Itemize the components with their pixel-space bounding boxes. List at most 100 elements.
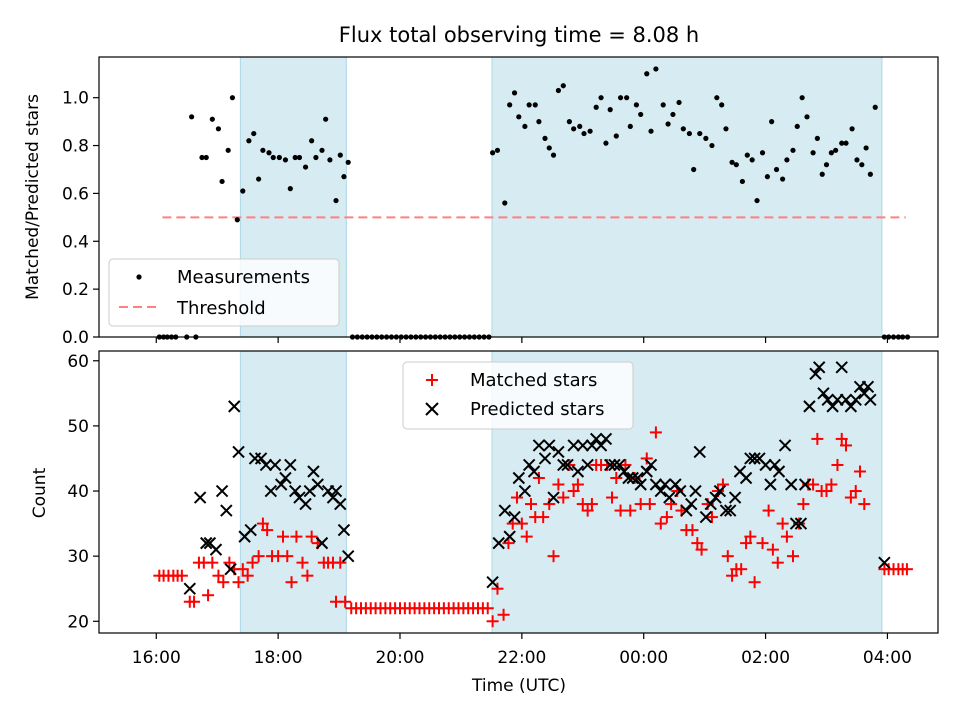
predicted-star-point: [527, 465, 541, 478]
predicted-star-point: [669, 478, 682, 491]
predicted-star-point: [878, 556, 891, 569]
measurement-point: [229, 95, 236, 101]
measurement-point: [282, 157, 289, 163]
predicted-star-point: [724, 504, 737, 517]
predicted-star-point: [798, 478, 812, 491]
predicted-star-point: [728, 491, 742, 504]
predicted-star-point: [768, 458, 781, 472]
matched-star-point: [202, 589, 215, 602]
predicted-star-point: [704, 497, 717, 511]
matched-star-point: [705, 511, 718, 524]
measurement-point: [511, 90, 518, 96]
y-tick-label: 0.2: [62, 280, 89, 300]
measurement-point: [790, 147, 796, 153]
y-tick-label: 40: [67, 482, 89, 502]
measurement-point: [739, 178, 746, 185]
predicted-star-point: [689, 484, 702, 498]
matched-star-point: [557, 491, 570, 504]
measurement-point: [759, 150, 766, 156]
matched-star-point: [520, 530, 533, 543]
top-legend: Measurements Threshold: [108, 258, 340, 327]
measurement-point: [697, 130, 703, 137]
measurement-point: [494, 147, 501, 153]
measurement-point: [302, 164, 309, 170]
predicted-star-point: [603, 458, 617, 472]
predicted-star-point: [631, 471, 644, 485]
predicted-star-point: [739, 471, 753, 485]
measurement-point: [203, 154, 209, 161]
matched-star-point: [175, 569, 188, 582]
x-axis-label: Time (UTC): [471, 676, 566, 696]
matched-star-point: [691, 537, 704, 550]
matched-star-point: [649, 426, 662, 439]
matched-star-point: [285, 576, 298, 589]
measurement-point: [246, 138, 252, 144]
predicted-star-point: [699, 510, 713, 524]
x-tick-label: 04:00: [863, 648, 912, 668]
top-panel: 0.0 0.2 0.4 0.6 0.8 1.0 Matched/Predicted sta…: [23, 56, 939, 348]
y-tick-label: 0.8: [62, 137, 89, 157]
top-shaded-intervals: [239, 57, 883, 337]
matched-star-point: [537, 511, 550, 524]
measurement-point: [686, 130, 693, 137]
predicted-star-point: [817, 387, 830, 400]
y-tick-label: 60: [67, 352, 89, 372]
measurement-point: [507, 102, 513, 108]
predicted-star-point: [784, 478, 798, 491]
matched-star-point: [217, 576, 230, 589]
measurement-point: [691, 166, 697, 173]
measurement-point: [749, 157, 755, 163]
matched-star-point: [797, 498, 810, 511]
measurement-point: [872, 104, 878, 110]
predicted-star-point: [576, 439, 589, 452]
predicted-star-point: [518, 484, 532, 498]
predicted-star-point: [654, 484, 667, 498]
predicted-star-point: [557, 458, 570, 472]
matched-star-point: [744, 530, 757, 543]
predicted-star-point: [200, 536, 213, 550]
top-legend-box: [108, 258, 340, 327]
measurement-point: [670, 111, 676, 118]
measurement-point: [536, 119, 542, 125]
matched-star-point: [252, 550, 265, 563]
matched-star-point: [296, 556, 309, 569]
predicted-star-point: [713, 484, 727, 498]
predicted-star-point: [589, 432, 603, 446]
matched-star-point: [188, 595, 201, 608]
measurement-point: [256, 176, 262, 182]
matched-star-point: [606, 491, 619, 504]
measurement-point: [780, 176, 786, 182]
measurement-point: [823, 162, 830, 168]
predicted-star-point: [772, 465, 786, 478]
bottom-legend: Matched stars Predicted stars: [402, 361, 634, 430]
predicted-star-point: [658, 478, 672, 491]
matched-star-point: [756, 537, 769, 550]
measurement-point: [773, 166, 780, 173]
predicted-star-point: [644, 458, 658, 472]
y-tick-label: 0.0: [62, 328, 89, 348]
measurement-point: [550, 152, 557, 158]
matched-star-point: [563, 458, 576, 471]
matched-star-point: [643, 498, 656, 511]
predicted-star-point: [209, 543, 223, 556]
measurement-point: [733, 162, 739, 168]
predicted-star-point: [224, 562, 237, 576]
predicted-star-point: [571, 465, 585, 478]
matched-star-point: [844, 491, 857, 504]
predicted-star-point: [220, 504, 233, 517]
shaded-interval-1: [491, 57, 882, 337]
measurement-point: [270, 154, 276, 161]
predicted-star-point: [215, 484, 229, 498]
matched-star-point: [497, 608, 510, 621]
matched-star-point: [305, 530, 318, 543]
matched-star-point: [515, 517, 528, 530]
matched-star-point: [780, 530, 793, 543]
matched-star-point: [735, 563, 748, 576]
predicted-star-point: [547, 491, 560, 504]
measurement-point: [309, 138, 315, 144]
predicted-star-point: [522, 458, 536, 472]
predicted-star-point: [794, 517, 808, 530]
matched-star-point: [654, 517, 667, 530]
bottom-y-axis-ticks: 20 30 40 50 60: [67, 352, 99, 632]
predicted-stars-series: [183, 361, 891, 595]
